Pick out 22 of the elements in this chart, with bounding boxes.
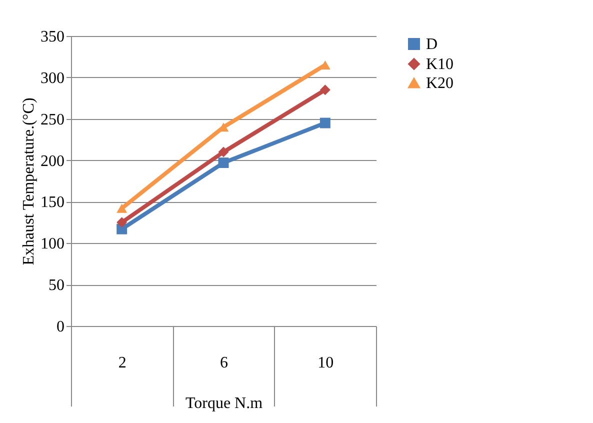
y-tick-label: 0 (56, 318, 64, 336)
legend-label: K20 (426, 75, 454, 92)
point (320, 118, 330, 128)
y-tick-label: 250 (40, 111, 64, 128)
point (320, 84, 330, 96)
y-axis-title: Exhaust Temperature.(°C) (20, 98, 38, 266)
point (116, 204, 128, 213)
point (218, 146, 229, 158)
x-tick-label: 2 (118, 354, 126, 372)
y-tick-label: 150 (40, 194, 64, 212)
point (116, 217, 128, 228)
y-tick-label: 100 (40, 236, 64, 253)
legend-label: D (426, 36, 438, 53)
x-tick-label: 10 (318, 354, 334, 372)
x-axis-title: Torque N.m (185, 395, 264, 412)
y-tick-label: 200 (40, 152, 64, 170)
point (218, 158, 229, 168)
legend-label: K10 (426, 56, 454, 73)
y-tick-label: 300 (40, 70, 64, 87)
x-tick-label: 6 (220, 354, 228, 372)
y-tick-label: 50 (48, 277, 64, 294)
y-tick-label: 350 (40, 28, 64, 46)
